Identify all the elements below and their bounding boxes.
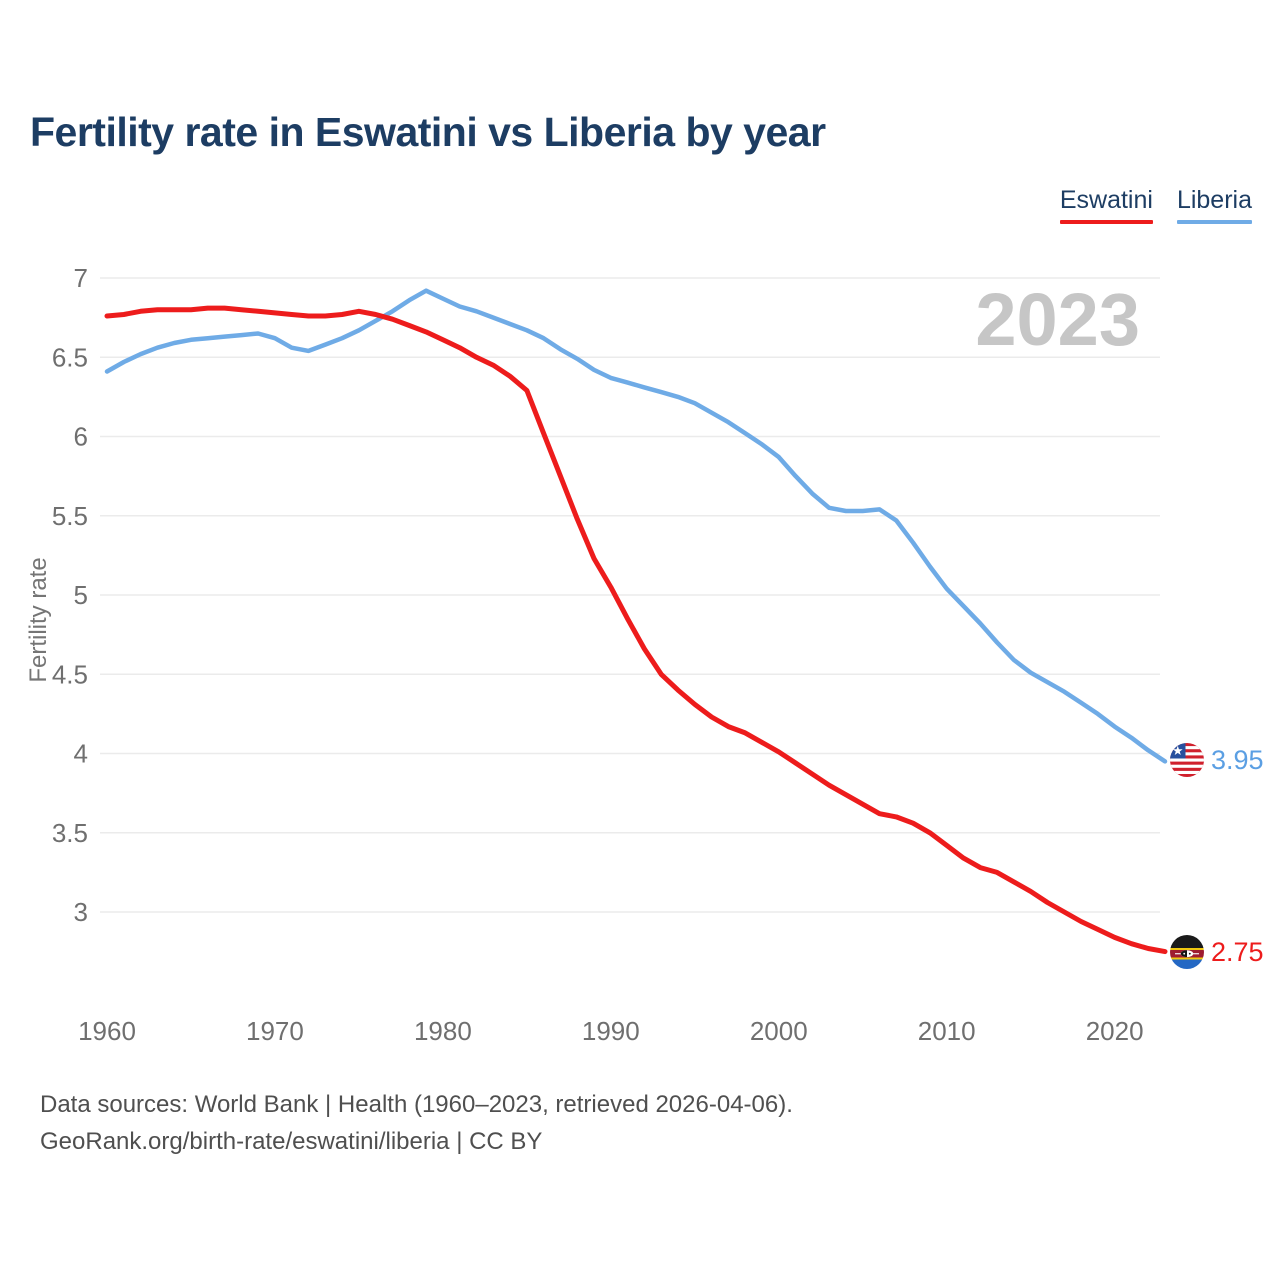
legend-swatch-liberia bbox=[1176, 220, 1252, 224]
legend-label-eswatini: Eswatini bbox=[1059, 186, 1153, 214]
y-tick-label: 4 bbox=[74, 739, 88, 769]
footer-attribution-line: GeoRank.org/birth-rate/eswatini/liberia … bbox=[40, 1128, 543, 1155]
y-tick-label: 6.5 bbox=[52, 342, 88, 372]
y-tick-label: 3 bbox=[74, 897, 88, 927]
watermark-year: 2023 bbox=[975, 278, 1140, 361]
x-tick-label: 2020 bbox=[1086, 1016, 1144, 1046]
y-tick-label: 3.5 bbox=[52, 818, 88, 848]
x-tick-label: 2010 bbox=[918, 1016, 976, 1046]
liberia-end-value: 3.95 bbox=[1211, 745, 1264, 775]
liberia-line bbox=[104, 288, 1168, 764]
legend: Eswatini Liberia bbox=[1059, 186, 1252, 224]
y-tick-label: 5.5 bbox=[52, 501, 88, 531]
liberia-flag-icon bbox=[1170, 743, 1204, 777]
x-tick-label: 1960 bbox=[78, 1016, 136, 1046]
y-axis-title: Fertility rate bbox=[25, 557, 52, 682]
legend-item-liberia[interactable]: Liberia bbox=[1176, 186, 1252, 224]
x-tick-label: 1990 bbox=[582, 1016, 640, 1046]
y-tick-label: 5 bbox=[74, 580, 88, 610]
y-tick-label: 4.5 bbox=[52, 659, 88, 689]
footer: Data sources: World Bank | Health (1960–… bbox=[40, 1086, 793, 1160]
liberia-end-label: 3.95 bbox=[1170, 743, 1264, 777]
legend-label-liberia: Liberia bbox=[1176, 186, 1252, 214]
eswatini-end-label: 2.75 bbox=[1170, 935, 1264, 969]
page-title: Fertility rate in Eswatini vs Liberia by… bbox=[30, 109, 826, 155]
x-tick-label: 1970 bbox=[246, 1016, 304, 1046]
legend-item-eswatini[interactable]: Eswatini bbox=[1059, 186, 1153, 224]
y-tick-label: 6 bbox=[74, 422, 88, 452]
eswatini-end-value: 2.75 bbox=[1211, 937, 1264, 967]
footer-sources-line: Data sources: World Bank | Health (1960–… bbox=[40, 1091, 793, 1118]
x-tick-label: 2000 bbox=[750, 1016, 808, 1046]
x-tick-label: 1980 bbox=[414, 1016, 472, 1046]
legend-swatch-eswatini bbox=[1059, 220, 1153, 224]
eswatini-flag-icon bbox=[1170, 935, 1204, 969]
y-tick-label: 7 bbox=[74, 263, 88, 293]
eswatini-line bbox=[104, 305, 1168, 955]
